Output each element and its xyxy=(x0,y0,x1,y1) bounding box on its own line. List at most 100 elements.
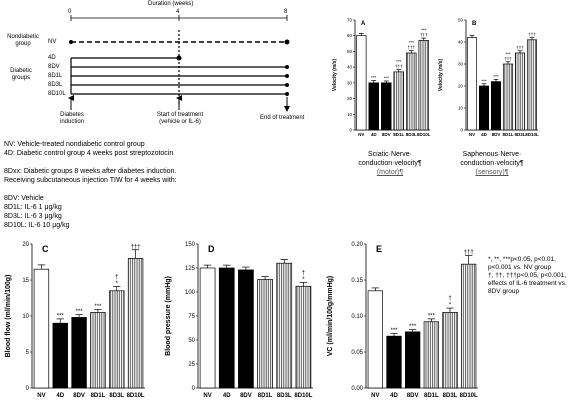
y-tick-label: 50 xyxy=(347,49,353,54)
end-arrow-head xyxy=(284,106,290,112)
significance-label: ††† xyxy=(407,45,415,50)
bar-4d xyxy=(218,267,235,389)
legend-line-6: 8D1L: IL-6 1 μg/kg xyxy=(4,204,62,211)
significance-label: *** xyxy=(390,328,398,334)
category-label: 8D10L xyxy=(127,393,145,399)
group-4d: 4D xyxy=(48,55,56,61)
bar-8dv xyxy=(490,81,502,131)
bar-nv xyxy=(199,267,216,389)
category-label: 8D3L xyxy=(277,393,292,399)
y-tick-label: 100 xyxy=(185,290,196,296)
bar-8d3l xyxy=(442,312,458,389)
bar-4d xyxy=(478,85,490,131)
y-tick-label: 50 xyxy=(458,18,464,23)
y-tick-label: 0.15 xyxy=(351,278,363,284)
category-label: 8D1L xyxy=(91,393,106,399)
sig-line-2: p<0.001 vs. NV group xyxy=(488,264,552,271)
y-tick-label: 30 xyxy=(458,62,464,67)
panel-letter: E xyxy=(376,244,382,254)
y-tick-label: 5 xyxy=(26,350,30,356)
y-tick-label: 30 xyxy=(347,80,353,85)
y-tick-label: 0 xyxy=(349,128,352,133)
sig-line-5: 8DV group xyxy=(488,288,520,295)
significance-label: ††† xyxy=(131,244,141,250)
category-label: 8D3L xyxy=(443,393,458,399)
category-label: 8D10L xyxy=(294,393,312,399)
y-axis-label: Blood flow (ml/min/100g) xyxy=(5,275,12,358)
sciatic-caption-1: Sciatic·Nerve· xyxy=(368,151,412,158)
sciatic-caption-2: conduction·velocity¶ xyxy=(358,160,422,167)
category-label: 4D xyxy=(371,132,378,137)
bar-8d10l xyxy=(295,285,312,389)
significance-label: *** xyxy=(505,51,511,56)
panel-letter: C xyxy=(42,244,49,254)
bar-8d3l xyxy=(109,290,125,389)
end-label: End of treatment xyxy=(260,115,305,121)
bar-8d1l xyxy=(257,279,273,389)
category-label: 8D1L xyxy=(393,132,404,137)
category-label: 8DV xyxy=(407,393,419,399)
y-tick-label: 20 xyxy=(22,242,29,248)
significance-label: ††† xyxy=(528,32,536,37)
bar-8d3l xyxy=(276,262,293,389)
panel-letter: B xyxy=(472,21,477,27)
significance-label: * xyxy=(449,303,452,309)
group-legend: NV: Vehicle-treated nondiabetic control … xyxy=(4,140,324,230)
sig-line-4: effects of IL-6 treatment vs. xyxy=(488,280,567,287)
sig-line-1: *, **, ***p<0.05, p<0.01, xyxy=(488,256,556,263)
significance-label: *** xyxy=(94,304,102,310)
saphenous-caption: Saphenous·Nerve· conduction·velocity¶ (s… xyxy=(448,150,536,177)
category-label: 8D10L xyxy=(460,393,478,399)
panel-letter: A xyxy=(361,21,366,27)
significance-label: † xyxy=(302,270,305,276)
bar-8d1l xyxy=(502,63,514,131)
category-label: 8D3L xyxy=(406,132,417,137)
diabetic-label: Diabetic groups xyxy=(10,68,32,81)
legend-line-4: Receiving subcutaneous injection TIW for… xyxy=(4,177,177,184)
bar-nv xyxy=(466,37,478,131)
category-label: 8DV xyxy=(382,132,391,137)
y-axis-label: Velocity (m/s) xyxy=(438,59,444,92)
group-8d1l: 8D1L xyxy=(48,73,63,79)
legend-line-3: 8Dxx: Diabetic groups 8 weeks after diab… xyxy=(4,168,177,175)
bar-8d1l xyxy=(90,312,106,389)
timeline-diagram: Duration (weeks) 0 4 8 Nondiabetic group… xyxy=(0,0,320,125)
category-label: 8DV xyxy=(73,393,85,399)
bar-8d10l xyxy=(461,263,477,389)
group-8d10l: 8D10L xyxy=(48,91,66,97)
bar-8dv xyxy=(405,331,421,389)
bar-8dv xyxy=(71,317,87,389)
bar-4d xyxy=(52,322,68,389)
y-tick-label: 60 xyxy=(347,33,353,38)
significance-label: ††† xyxy=(420,33,428,38)
significance-label: *** xyxy=(384,75,390,80)
bar-8d1l xyxy=(393,71,404,131)
category-label: 8D3L xyxy=(109,393,124,399)
y-tick-label: 0.10 xyxy=(351,314,363,320)
bar-8d10l xyxy=(418,40,429,131)
y-tick-label: 10 xyxy=(22,314,29,320)
significance-note: *, **, ***p<0.05, p<0.01, p<0.001 vs. NV… xyxy=(488,256,576,296)
bar-8d3l xyxy=(514,52,526,131)
category-label: 8DV xyxy=(492,132,501,137)
category-label: 4D xyxy=(481,132,488,137)
bar-8d10l xyxy=(127,258,144,389)
group-8dv: 8DV xyxy=(48,64,60,70)
legend-line-8: 8D10L: IL-6 10 μg/kg xyxy=(4,222,70,229)
tick-0: 0 xyxy=(68,9,72,15)
category-label: 4D xyxy=(56,393,64,399)
y-tick-label: 20 xyxy=(458,84,464,89)
significance-label: * xyxy=(302,277,305,283)
chart-c-blood-flow: 0 5 10 15 20 Blood flow (ml/min/100g) C NV *** 4D… xyxy=(5,242,145,399)
significance-label: *** xyxy=(396,59,402,64)
bar-8d10l xyxy=(526,39,538,131)
category-label: 8D1L xyxy=(258,393,273,399)
y-tick-label: 70 xyxy=(347,18,353,23)
group-8d3l: 8D3L xyxy=(48,82,63,88)
bar-nv xyxy=(356,35,367,131)
category-label: NV xyxy=(203,393,211,399)
timeline-svg xyxy=(68,15,290,112)
chart-d-blood-pressure: 0 25 50 75 100 125 150 Blood pressure (mmHg) D NV… xyxy=(165,242,313,399)
panel-letter: D xyxy=(208,244,215,254)
significance-label: *** xyxy=(481,78,487,83)
